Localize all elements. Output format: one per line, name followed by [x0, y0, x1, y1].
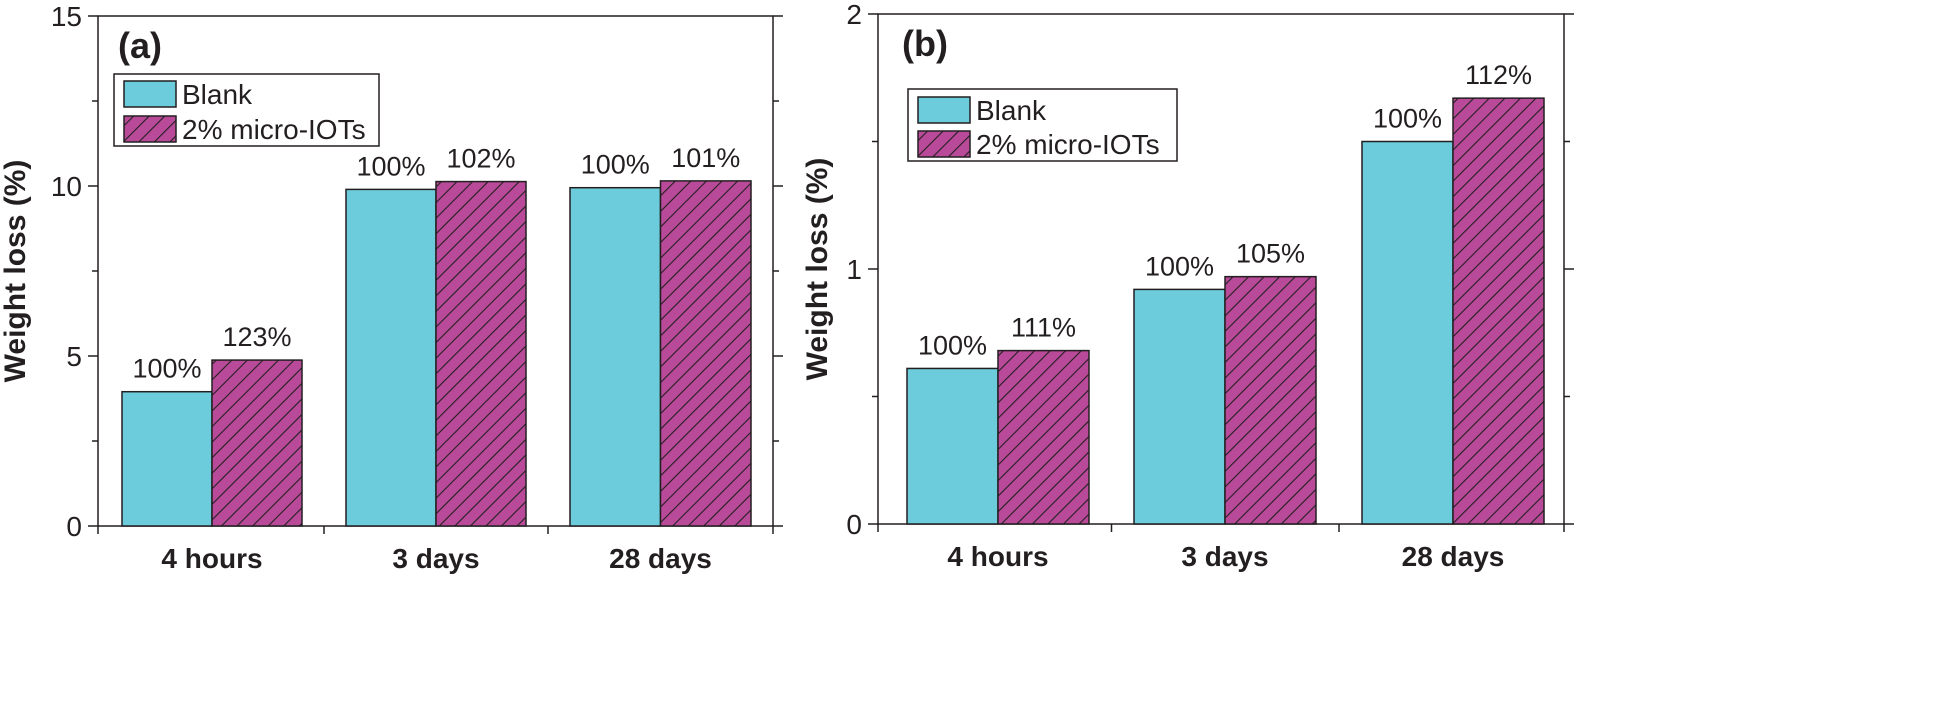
- data-label: 100%: [918, 330, 987, 360]
- bar-blank: [906, 367, 999, 525]
- bar-iots: [1452, 97, 1545, 525]
- bar-blank: [569, 186, 662, 527]
- legend-label: 2% micro-IOTs: [976, 129, 1160, 160]
- y-tick-label: 1: [846, 254, 862, 285]
- data-label: 101%: [671, 143, 740, 173]
- bar-blank: [121, 390, 213, 527]
- x-tick-label: 3 days: [1181, 541, 1268, 572]
- legend-label: 2% micro-IOTs: [182, 114, 366, 145]
- legend-swatch-blank: [917, 96, 971, 124]
- data-label: 102%: [446, 144, 515, 174]
- chart-panel-a: 0 5 10 15 100% 123% 4 hours 100% 102% 3 days 100% 1…: [0, 1, 783, 574]
- data-label: 112%: [1465, 60, 1532, 90]
- panel-title: (a): [118, 25, 162, 66]
- bar-blank: [1133, 288, 1226, 525]
- x-tick-label: 28 days: [1402, 541, 1505, 572]
- y-tick-label: 0: [66, 511, 82, 542]
- y-tick-label: 10: [51, 171, 82, 202]
- data-label: 100%: [132, 354, 201, 384]
- data-label: 100%: [581, 150, 650, 180]
- y-axis-label: Weight loss (%): [0, 160, 32, 383]
- x-tick-label: 3 days: [392, 543, 479, 574]
- bar-iots: [211, 359, 303, 527]
- chart-panel-b: 0 1 2 100% 111% 4 hours 100% 105% 3 days 100% 112%…: [801, 0, 1574, 572]
- bar-iots: [1224, 275, 1317, 525]
- bar-iots: [659, 180, 752, 527]
- y-tick-label: 15: [51, 1, 82, 32]
- y-tick-label: 5: [66, 341, 82, 372]
- data-label: 100%: [1373, 104, 1442, 134]
- legend-swatch-iots: [917, 130, 971, 158]
- data-label: 100%: [356, 151, 425, 181]
- legend: Blank 2% micro-IOTs: [113, 73, 380, 147]
- data-label: 111%: [1011, 313, 1076, 343]
- legend-label: Blank: [182, 79, 253, 110]
- data-label: 123%: [222, 322, 291, 352]
- data-label: 105%: [1236, 239, 1305, 269]
- legend-swatch-blank: [123, 80, 177, 108]
- panel-title: (b): [902, 23, 948, 64]
- x-tick-label: 28 days: [609, 543, 712, 574]
- legend-label: Blank: [976, 95, 1047, 126]
- legend-swatch-iots: [123, 115, 177, 143]
- bar-blank: [345, 188, 437, 527]
- x-tick-label: 4 hours: [947, 541, 1048, 572]
- y-tick-label: 0: [846, 509, 862, 540]
- x-tick-label: 4 hours: [161, 543, 262, 574]
- y-axis-label: Weight loss (%): [801, 158, 834, 381]
- bar-iots: [997, 349, 1090, 525]
- y-tick-label: 2: [846, 0, 862, 30]
- data-label: 100%: [1145, 251, 1214, 281]
- bar-iots: [435, 180, 527, 527]
- bar-blank: [1361, 140, 1454, 525]
